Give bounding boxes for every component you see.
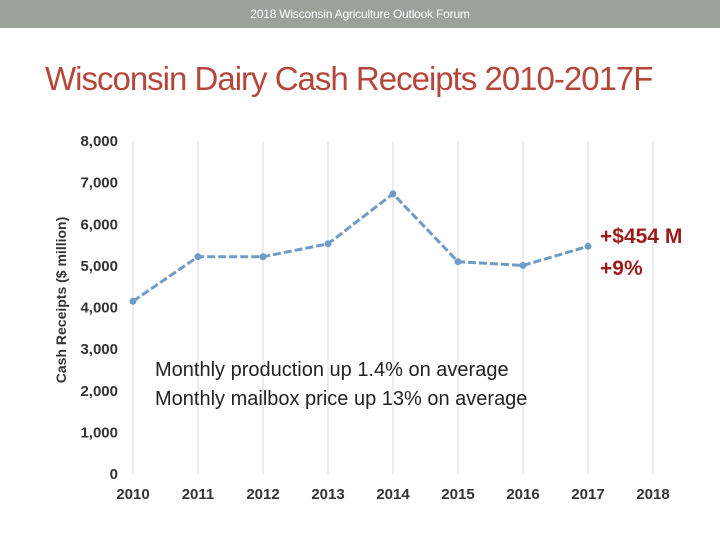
data-point-2012	[259, 253, 267, 261]
x-tick-label: 2014	[376, 486, 410, 503]
y-tick-label: 2,000	[80, 383, 118, 400]
header-bar: 2018 Wisconsin Agriculture Outlook Forum	[0, 0, 720, 28]
x-tick-label: 2012	[246, 486, 279, 503]
x-tick-label: 2017	[571, 486, 604, 503]
slide-title: Wisconsin Dairy Cash Receipts 2010-2017F	[45, 60, 653, 97]
x-tick-label: 2015	[441, 486, 474, 503]
x-tick-label: 2016	[506, 486, 539, 503]
x-tick-label: 2013	[311, 486, 344, 503]
data-point-2016	[519, 261, 527, 269]
x-tick-label: 2010	[116, 486, 149, 503]
y-tick-label: 5,000	[80, 258, 118, 275]
data-point-2015	[454, 258, 462, 266]
price-note: Monthly mailbox price up 13% on average	[155, 388, 527, 410]
y-tick-label: 1,000	[80, 424, 118, 441]
y-tick-label: 3,000	[80, 341, 118, 358]
data-point-2010	[129, 297, 137, 305]
y-tick-label: 6,000	[80, 216, 118, 233]
change-amount-label: +$454 M	[600, 225, 682, 248]
y-tick-label: 4,000	[80, 300, 118, 317]
y-tick-label: 8,000	[80, 133, 118, 150]
x-tick-label: 2018	[636, 486, 669, 503]
chart-series	[129, 190, 592, 305]
x-axis-ticks: 2010 2011 2012 2013 2014 2015 2016 2017 2018	[116, 486, 669, 503]
production-note: Monthly production up 1.4% on average	[155, 359, 509, 381]
data-point-2011	[194, 253, 202, 261]
data-point-2013	[324, 240, 332, 248]
chart-gridlines	[132, 141, 654, 474]
series-line	[132, 192, 589, 303]
y-tick-label: 7,000	[80, 175, 118, 192]
data-point-2017	[584, 242, 592, 250]
data-point-2014	[389, 190, 397, 198]
change-percent-label: +9%	[600, 257, 643, 280]
y-axis-ticks: 0 1,000 2,000 3,000 4,000 5,000 6,000 7,000 8,00…	[80, 133, 118, 483]
x-tick-label: 2011	[182, 486, 215, 503]
y-axis-label: Cash Receipts ($ million)	[53, 217, 69, 383]
forum-name: 2018 Wisconsin Agriculture Outlook Forum	[250, 7, 470, 21]
y-tick-label: 0	[110, 466, 118, 483]
